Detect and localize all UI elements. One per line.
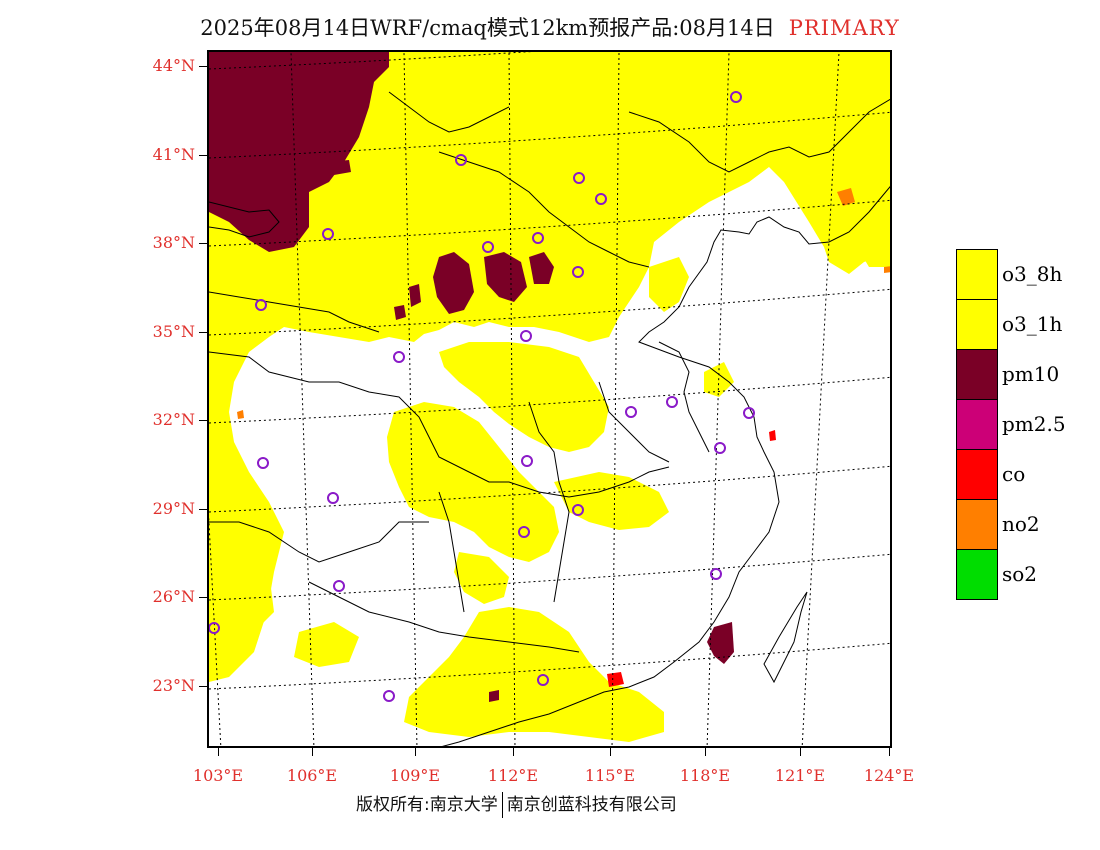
lat-tick — [199, 243, 207, 244]
lon-tick — [415, 748, 416, 756]
legend-swatch-so2 — [957, 550, 997, 599]
lon-label: 106°E — [286, 766, 338, 785]
lon-label: 112°E — [487, 766, 539, 785]
lat-tick — [199, 155, 207, 156]
lon-tick — [513, 748, 514, 756]
lat-label: 41°N — [152, 145, 195, 164]
site-markers — [209, 91, 755, 702]
boundaries — [209, 91, 890, 746]
lon-label: 124°E — [863, 766, 915, 785]
pm10-area — [209, 52, 734, 702]
lat-label: 38°N — [152, 233, 195, 252]
legend-swatch-co — [957, 450, 997, 500]
lat-label: 35°N — [152, 322, 195, 341]
map-canvas — [209, 52, 890, 746]
lon-label: 115°E — [584, 766, 636, 785]
lon-label: 109°E — [389, 766, 441, 785]
title-text: 2025年08月14日WRF/cmaq模式12km预报产品:08月14日 — [200, 16, 775, 40]
primary-label: PRIMARY — [788, 16, 900, 40]
company-text: 南京创蓝科技有限公司 — [506, 795, 677, 815]
lat-label: 26°N — [152, 587, 195, 606]
lat-tick — [199, 686, 207, 687]
lat-label: 32°N — [152, 410, 195, 429]
legend-label-no2: no2 — [1002, 512, 1040, 536]
legend-label-pm2-5: pm2.5 — [1002, 412, 1066, 436]
lon-tick — [218, 748, 219, 756]
lat-tick — [199, 420, 207, 421]
legend-swatch-pm2-5 — [957, 400, 997, 450]
copyright-footer: 版权所有:南京大学 南京创蓝科技有限公司 — [356, 790, 677, 818]
map-panel — [207, 50, 892, 748]
legend-label-o3-1h: o3_1h — [1002, 312, 1063, 336]
legend-swatch-pm10 — [957, 350, 997, 400]
lat-label: 44°N — [152, 56, 195, 75]
copyright-text: 版权所有:南京大学 — [356, 795, 498, 815]
lon-tick — [312, 748, 313, 756]
footer-divider — [501, 792, 503, 818]
map-title: 2025年08月14日WRF/cmaq模式12km预报产品:08月14日 PRIM… — [0, 12, 1100, 42]
legend-label-so2: so2 — [1002, 562, 1038, 586]
lat-tick — [199, 332, 207, 333]
lat-label: 23°N — [152, 676, 195, 695]
lon-label: 118°E — [679, 766, 731, 785]
lat-label: 29°N — [152, 499, 195, 518]
lon-tick — [705, 748, 706, 756]
lon-gridlines — [209, 52, 840, 746]
legend-swatch-no2 — [957, 500, 997, 550]
no2-area — [237, 188, 890, 419]
o3-area — [209, 52, 890, 742]
lon-tick — [889, 748, 890, 756]
lat-tick — [199, 66, 207, 67]
legend-label-pm10: pm10 — [1002, 362, 1060, 386]
legend-swatch-o3-1h — [957, 300, 997, 350]
legend-swatch-o3-8h — [957, 250, 997, 300]
lon-label: 121°E — [774, 766, 826, 785]
co-area — [607, 430, 776, 687]
lat-tick — [199, 509, 207, 510]
legend-label-co: co — [1002, 462, 1026, 486]
lon-tick — [610, 748, 611, 756]
legend — [956, 249, 998, 600]
lon-tick — [800, 748, 801, 756]
legend-label-o3-8h: o3_8h — [1002, 262, 1063, 286]
legend-labels: o3_8h o3_1h pm10 pm2.5 co no2 so2 — [1002, 249, 1066, 599]
lon-label: 103°E — [192, 766, 244, 785]
lat-tick — [199, 597, 207, 598]
